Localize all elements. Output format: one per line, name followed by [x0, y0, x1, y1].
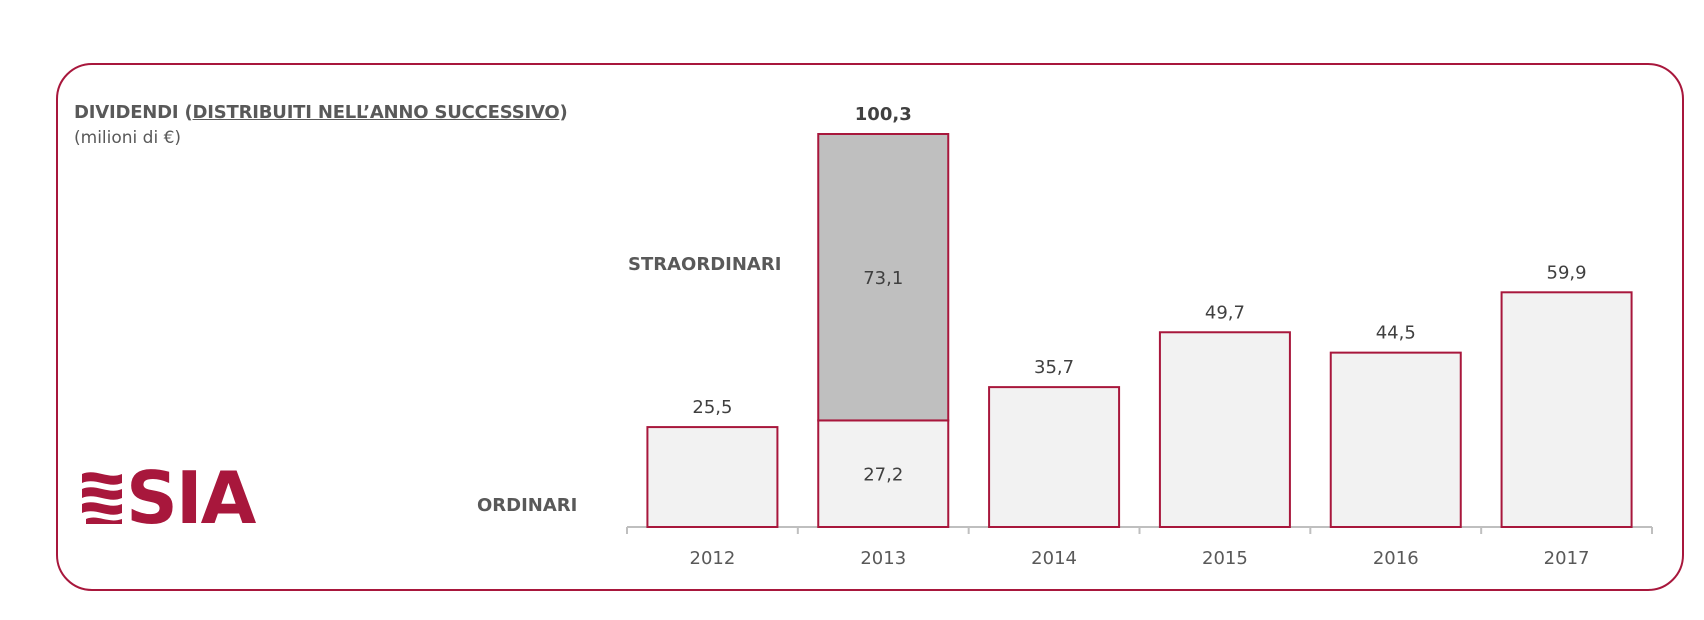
total-label: 100,3	[855, 104, 912, 125]
bar-ordinari-2016	[1329, 351, 1462, 528]
bar-ordinari-2017	[1500, 291, 1633, 529]
x-tick-label: 2017	[1544, 548, 1590, 569]
x-tick-label: 2015	[1202, 548, 1248, 569]
chart-subtitle: (milioni di €)	[74, 128, 182, 148]
bar-ordinari-2014	[988, 386, 1121, 529]
data-label: 35,7	[1034, 357, 1074, 378]
bar-ordinari-2013	[817, 419, 950, 529]
chart-panel	[56, 63, 1684, 591]
sia-logo: SIA	[82, 456, 282, 540]
chart-title: DIVIDENDI (DISTRIBUITI NELL’ANNO SUCCESS…	[74, 102, 568, 123]
bar-straordinari-2013	[817, 133, 950, 422]
sia-wave-logo-icon: SIA	[82, 456, 259, 540]
data-label: 44,5	[1376, 323, 1416, 344]
bar-ordinari-2015	[1158, 331, 1291, 528]
x-tick-label: 2016	[1373, 548, 1419, 569]
x-tick-label: 2012	[690, 548, 736, 569]
data-label: 27,2	[863, 465, 903, 486]
data-label: 25,5	[692, 397, 732, 418]
bar-ordinari-2012	[646, 426, 779, 528]
data-label: 59,9	[1547, 262, 1587, 283]
svg-text:SIA: SIA	[126, 466, 257, 528]
data-label: 49,7	[1205, 302, 1245, 323]
legend-ordinari: ORDINARI	[477, 495, 578, 516]
data-label: 73,1	[863, 268, 903, 289]
x-tick-label: 2014	[1031, 548, 1077, 569]
x-tick-label: 2013	[860, 548, 906, 569]
legend-straordinari: STRAORDINARI	[628, 254, 782, 275]
